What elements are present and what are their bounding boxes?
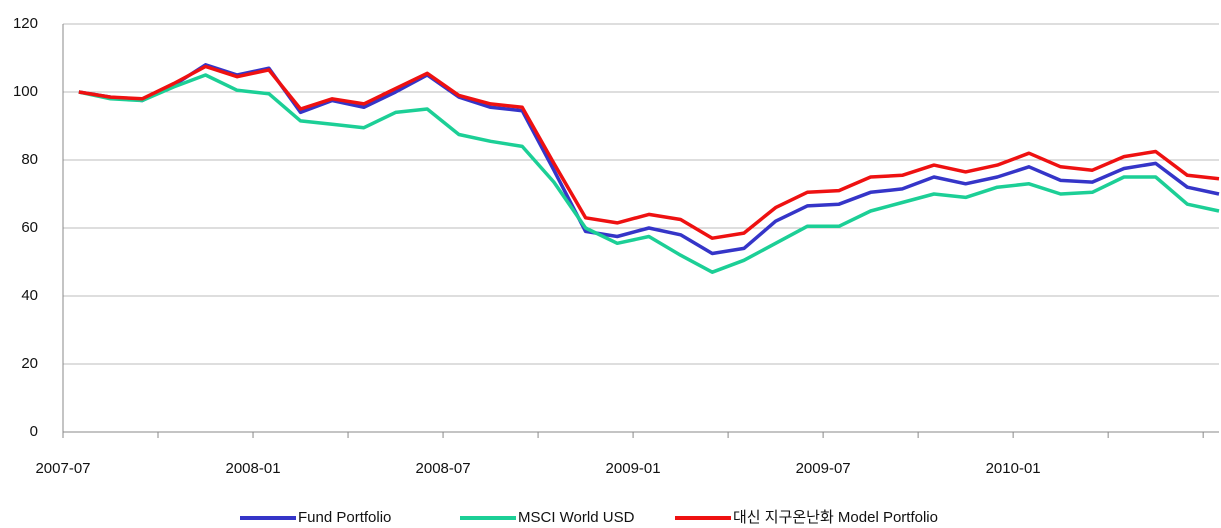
x-tick-label: 2008-01 [225, 460, 280, 477]
y-tick-label: 100 [13, 83, 38, 100]
x-tick-label: 2009-01 [606, 460, 661, 477]
legend-label: MSCI World USD [518, 509, 635, 526]
x-tick-label: 2010-01 [986, 460, 1041, 477]
series-line [78, 73, 1220, 274]
y-tick-label: 80 [21, 151, 38, 168]
x-tick-label: 2007-07 [35, 460, 90, 477]
y-tick-label: 120 [13, 15, 38, 32]
y-tick-label: 60 [21, 219, 38, 236]
y-tick-label: 0 [30, 423, 38, 440]
series-line [78, 64, 1220, 240]
x-tick-label: 2009-07 [796, 460, 851, 477]
y-tick-label: 20 [21, 355, 38, 372]
legend-label: 대신 지구온난화 Model Portfolio [733, 509, 938, 526]
x-tick-label: 2008-07 [416, 460, 471, 477]
y-tick-label: 40 [21, 287, 38, 304]
legend-label: Fund Portfolio [298, 509, 391, 526]
